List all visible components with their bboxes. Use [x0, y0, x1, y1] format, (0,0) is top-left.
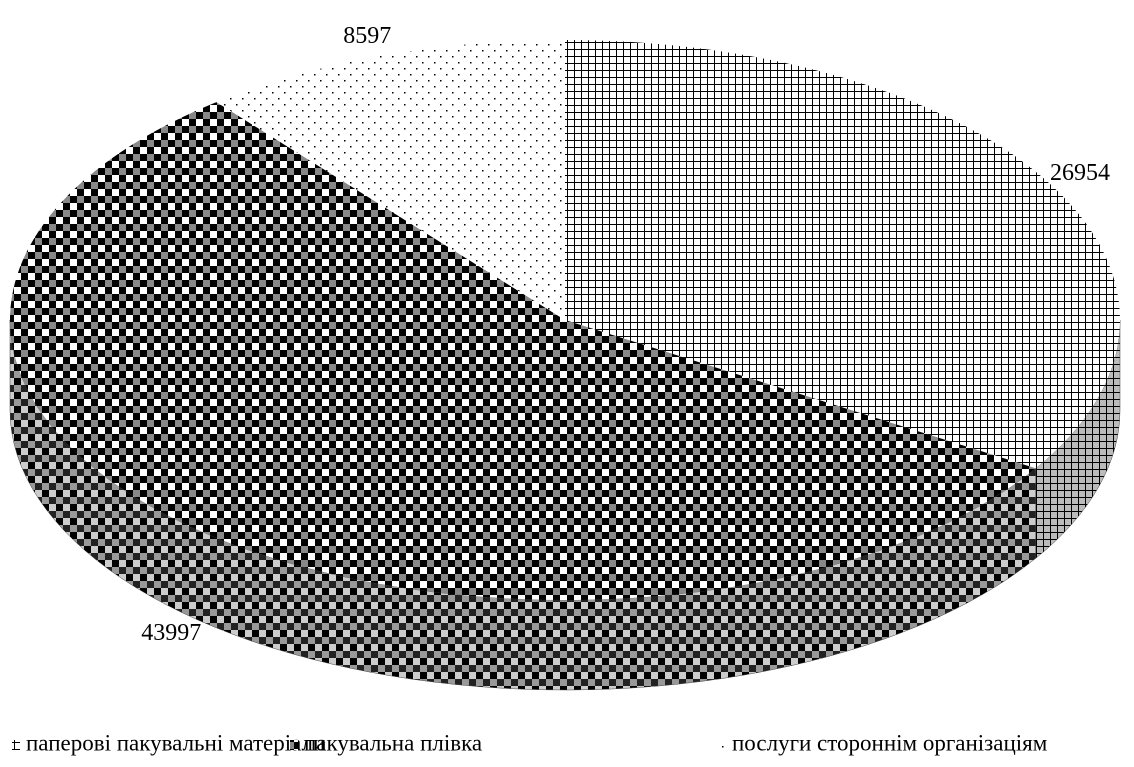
- pie-slice: [10, 102, 1036, 600]
- legend-marker: [12, 740, 20, 750]
- pie-slice: [565, 40, 1120, 469]
- data-label: 43997: [141, 620, 201, 646]
- legend-marker: [290, 740, 298, 750]
- data-label: 8597: [343, 23, 391, 49]
- legend-label: паперові пакувальні матеріали: [26, 730, 325, 755]
- legend-label: послуги стороннім організаціям: [732, 730, 1048, 755]
- pie-slice: [216, 40, 565, 320]
- legend-label: пакувальна плівка: [304, 730, 482, 755]
- legend-marker: [718, 740, 726, 750]
- data-label: 26954: [1050, 160, 1110, 186]
